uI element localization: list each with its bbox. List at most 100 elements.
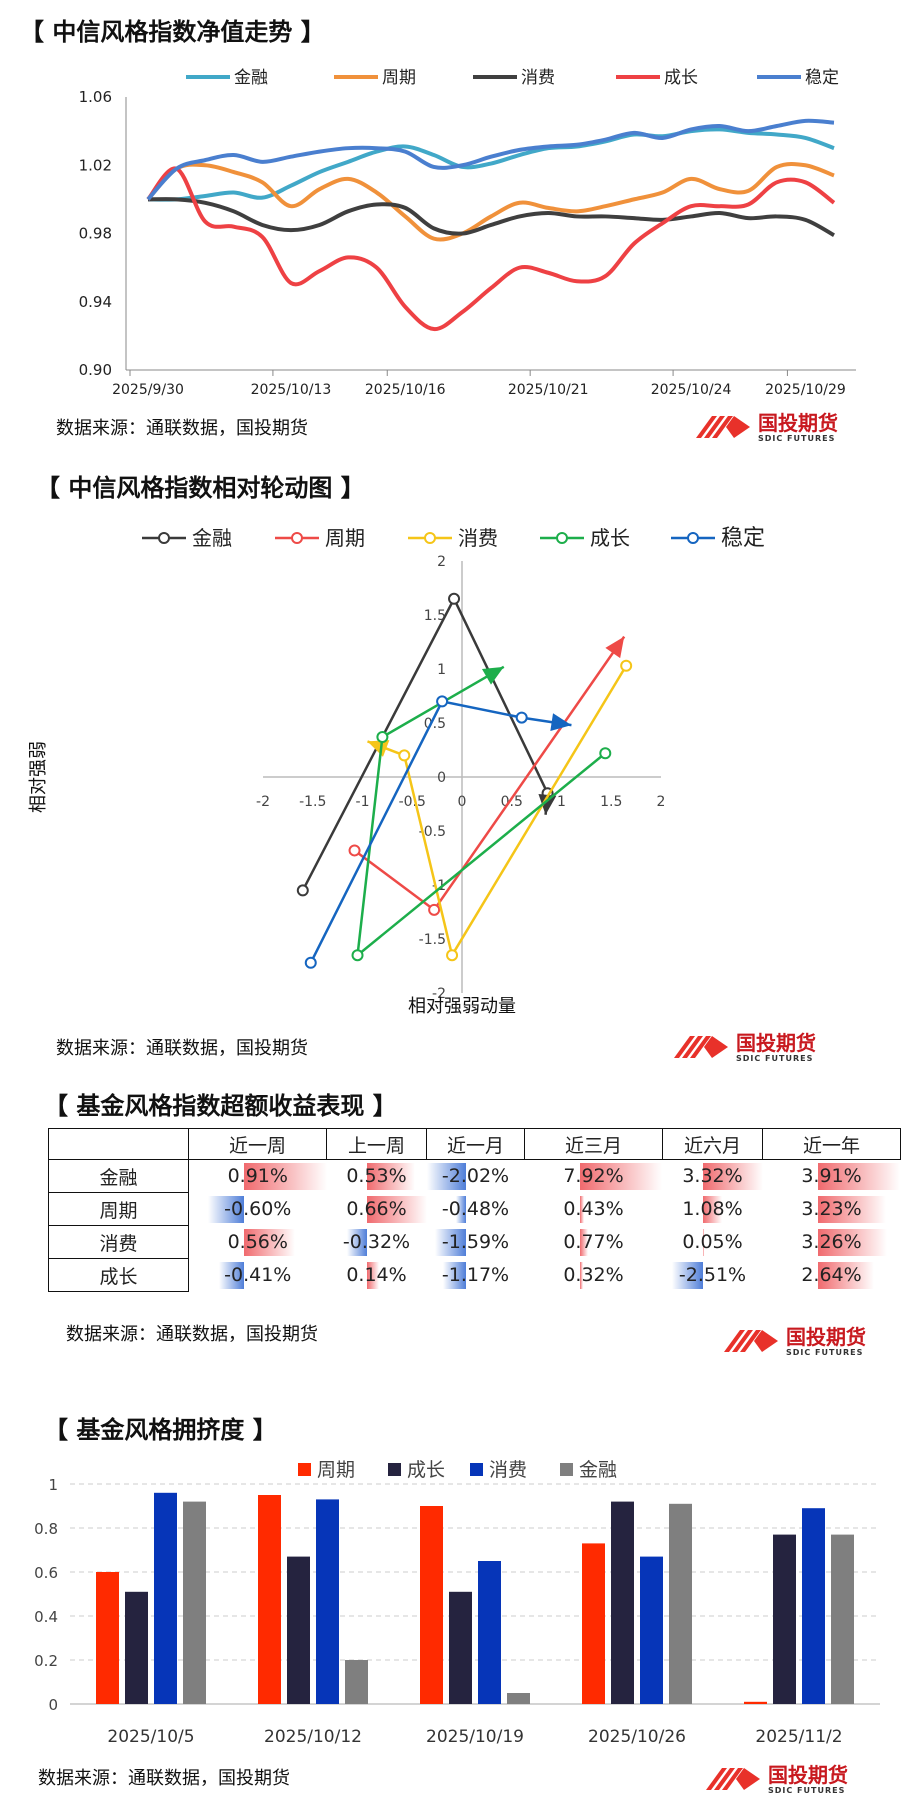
table-cell-value: -0.41% [224, 1264, 292, 1286]
databar [579, 1163, 663, 1190]
databar [702, 1195, 723, 1223]
bar-rect [640, 1556, 663, 1704]
sdic-logo-mark [696, 416, 750, 438]
nav-series-line [147, 127, 835, 202]
rotation-chart: -2 -1.5 -1 -0.5 0 0.5 1 1.5 2-2-1.5-1-0.500.511.… [28, 526, 765, 1017]
bar-rect [125, 1591, 148, 1704]
databar [672, 1261, 703, 1289]
bar-x-tick-label: 2025/11/2 [755, 1727, 842, 1747]
table-cell: 0.05% [663, 1226, 763, 1259]
sdic-logo-mark [724, 1330, 778, 1352]
table-cell-value: 0.77% [563, 1231, 624, 1253]
table-cell-value: -0.48% [441, 1198, 510, 1220]
nav-series-line [146, 118, 835, 201]
databar [817, 1195, 887, 1223]
databar [244, 1228, 295, 1256]
table-row-label: 周期 [48, 1192, 189, 1226]
nav-legend-label: 周期 [382, 68, 416, 88]
nav-series-line [147, 197, 835, 237]
rot-x-tick-label: -2 [256, 794, 270, 810]
table-cell-value: -0.32% [342, 1231, 411, 1253]
table-row: 金融 0.91% 0.53% -2.02% 7.92% 3.32% 3.91% [48, 1159, 901, 1193]
rot-legend-marker [424, 532, 436, 544]
table-row: 消费 0.56% -0.32% -1.59% 0.77% 0.05% 3.26% [48, 1225, 901, 1259]
sdic-logo: 国投期货 SDIC FUTURES [696, 411, 838, 443]
bar-rect [96, 1572, 119, 1704]
rot-x-tick-label: -1 [356, 794, 370, 810]
databar [443, 1261, 466, 1289]
bar-rect [669, 1503, 692, 1704]
rot-y-tick-label: 2 [437, 554, 446, 570]
table-cell-value: 0.43% [563, 1198, 624, 1220]
crowding-section-title: 【 基金风格拥挤度 】 [44, 1416, 277, 1444]
sdic-logo-cn: 国投期货 [758, 411, 838, 435]
nav-section-title: 【 中信风格指数净值走势 】 [20, 18, 325, 46]
nav-y-tick-label: 0.98 [79, 225, 112, 243]
bar-rect [744, 1701, 767, 1704]
nav-line-chart: 0.90 0.94 0.98 1.02 1.06 2025/9/30 2025/10/13 2… [79, 68, 856, 398]
table-row-label: 金融 [48, 1159, 189, 1193]
rot-x-tick-label: -1.5 [299, 794, 326, 810]
nav-x-tick-label: 2025/9/30 [112, 382, 184, 398]
rot-point [296, 884, 309, 897]
table-header-cell: 上一周 [326, 1128, 427, 1160]
table-cell: 0.66% [327, 1193, 427, 1226]
table-cell-value: 3.91% [801, 1165, 862, 1188]
rot-point [436, 695, 449, 708]
databar [434, 1228, 466, 1256]
rot-point [620, 659, 633, 672]
table-header-cell: 近一年 [762, 1128, 901, 1160]
bar-rect [258, 1495, 281, 1704]
table-cell-value: 0.66% [346, 1198, 407, 1220]
databar [366, 1163, 415, 1190]
rot-legend-marker [291, 532, 303, 544]
bar-legend-swatch [298, 1463, 311, 1476]
table-cell: 0.14% [327, 1259, 427, 1292]
rot-x-tick-label: 1.5 [600, 794, 622, 810]
table-row: 成长 -0.41% 0.14% -1.17% 0.32% -2.51% 2.64% [48, 1258, 901, 1292]
table-cell-value: 0.05% [682, 1231, 743, 1253]
bar-rect [802, 1508, 825, 1704]
rot-x-tick-label: 0 [458, 794, 467, 810]
rot-legend-label: 稳定 [721, 526, 765, 551]
databar [817, 1228, 887, 1256]
table-cell: -1.17% [427, 1259, 525, 1292]
table-cell-value: 0.32% [563, 1264, 624, 1286]
databar [817, 1163, 901, 1190]
table-cell: -0.60% [189, 1193, 327, 1226]
table-cell-value: 3.23% [801, 1198, 862, 1220]
rot-point [446, 949, 459, 962]
bar-y-tick-label: 0 [48, 1696, 58, 1714]
rot-arrowhead [538, 794, 557, 815]
table-cell-value: 0.56% [227, 1231, 288, 1253]
table-cell-value: 0.91% [227, 1165, 288, 1188]
nav-series-line [146, 166, 836, 332]
table-cell-value: -0.60% [224, 1198, 292, 1220]
bar-legend-label: 成长 [407, 1459, 445, 1481]
databar [579, 1195, 585, 1223]
bar-rect [420, 1506, 443, 1704]
table-cell-value: 0.14% [346, 1264, 407, 1286]
rot-legend-marker [687, 532, 699, 544]
sdic-logo-cn: 国投期货 [736, 1031, 816, 1055]
bar-legend-label: 金融 [579, 1459, 617, 1481]
bar-y-tick-label: 0.6 [34, 1564, 58, 1582]
bar-x-tick-label: 2025/10/26 [588, 1727, 686, 1747]
bar-rect [478, 1561, 501, 1704]
table-cell: 3.23% [763, 1193, 901, 1226]
nav-y-tick-label: 0.90 [79, 361, 112, 379]
rot-y-tick-label: 0 [437, 770, 446, 786]
rotation-section-title: 【 中信风格指数相对轮动图 】 [36, 474, 365, 502]
sdic-logo-en: SDIC FUTURES [768, 1786, 845, 1795]
databar [702, 1228, 704, 1256]
rot-x-tick-label: 1 [557, 794, 566, 810]
bar-rect [773, 1534, 796, 1704]
databar [347, 1228, 367, 1256]
bar-rect [831, 1534, 854, 1704]
rot-legend-label: 消费 [458, 526, 498, 550]
sdic-logo-cn: 国投期货 [768, 1763, 848, 1787]
rot-arrowhead [605, 636, 625, 659]
table-cell: 3.91% [763, 1160, 901, 1193]
sdic-logo: 国投期货 SDIC FUTURES [706, 1763, 848, 1795]
nav-legend-label: 稳定 [805, 68, 839, 88]
